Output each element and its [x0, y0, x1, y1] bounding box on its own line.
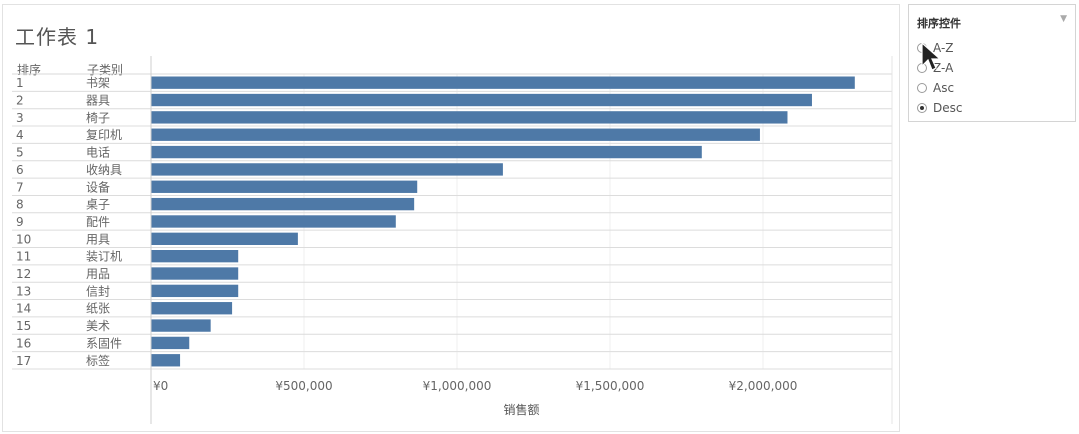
rank-label: 3 — [16, 111, 24, 125]
bar — [151, 232, 298, 245]
category-label: 用品 — [86, 267, 110, 281]
rank-label: 7 — [16, 180, 24, 194]
bar — [151, 93, 812, 107]
category-label: 书架 — [86, 76, 110, 90]
rank-label: 16 — [16, 336, 31, 350]
rank-label: 9 — [16, 215, 24, 229]
x-tick-label: ¥0 — [153, 379, 168, 393]
rank-label: 5 — [16, 146, 24, 160]
bar — [151, 354, 181, 367]
category-label: 电话 — [86, 146, 110, 160]
rank-label: 11 — [16, 250, 31, 264]
category-label: 桌子 — [86, 198, 110, 212]
category-label: 配件 — [86, 215, 110, 229]
sort-control-panel: 排序控件 ▼ A-Z Z-A Asc Desc — [908, 4, 1076, 122]
bar — [151, 128, 760, 141]
x-tick-label: ¥500,000 — [275, 379, 332, 393]
rank-label: 14 — [16, 302, 31, 316]
rank-label: 6 — [16, 163, 24, 177]
bar — [151, 163, 503, 176]
rank-label: 8 — [16, 198, 24, 212]
bar — [151, 180, 418, 193]
rank-label: 17 — [16, 354, 31, 368]
sort-option-label: A-Z — [933, 41, 954, 55]
bar — [151, 284, 239, 298]
category-label: 收纳具 — [86, 163, 122, 177]
category-label: 美术 — [86, 319, 110, 333]
bar — [151, 145, 702, 159]
category-label: 系固件 — [86, 336, 122, 350]
bar-chart: 1 书架 2 器具 3 椅子 4 复印机 5 电话 6 收纳具 7 设备 8 桌子 9 配件 10 用具 11 装订机 12… — [12, 56, 893, 424]
bar — [151, 111, 788, 124]
category-label: 器具 — [86, 94, 110, 108]
category-label: 标签 — [86, 353, 110, 368]
x-tick-label: ¥2,000,000 — [729, 379, 798, 393]
sort-option-label: Z-A — [933, 61, 954, 75]
sort-option-asc[interactable]: Asc — [917, 79, 954, 97]
bar — [151, 319, 211, 332]
rank-label: 15 — [16, 319, 31, 333]
bar — [151, 215, 396, 228]
bar — [151, 336, 190, 350]
x-tick-label: ¥1,000,000 — [423, 379, 492, 393]
rank-label: 13 — [16, 284, 31, 298]
bar — [151, 302, 233, 315]
rank-label: 2 — [16, 94, 24, 108]
sort-option-desc[interactable]: Desc — [917, 99, 962, 117]
category-label: 信封 — [86, 284, 110, 298]
sheet-title: 工作表 1 — [15, 25, 100, 49]
rank-label: 10 — [16, 232, 31, 246]
rank-label: 1 — [16, 76, 24, 90]
rank-label: 4 — [16, 128, 24, 142]
sort-option-label: Asc — [933, 81, 955, 95]
bar — [151, 250, 239, 263]
category-label: 设备 — [86, 180, 110, 194]
x-axis-title: 销售额 — [503, 402, 539, 417]
dropdown-caret-icon[interactable]: ▼ — [1060, 14, 1067, 24]
category-label: 椅子 — [86, 111, 110, 125]
category-label: 用具 — [86, 232, 110, 246]
radio-icon[interactable] — [917, 83, 927, 93]
radio-checked-icon[interactable] — [917, 103, 927, 113]
x-tick-label: ¥1,500,000 — [576, 379, 645, 393]
sort-control-title: 排序控件 — [917, 17, 961, 30]
bar — [151, 76, 855, 89]
rank-label: 12 — [16, 267, 31, 281]
mouse-cursor-icon — [921, 42, 942, 71]
category-label: 装订机 — [86, 250, 122, 264]
bar — [151, 267, 239, 280]
sort-option-label: Desc — [933, 101, 963, 115]
category-label: 复印机 — [86, 128, 122, 142]
category-label: 纸张 — [86, 302, 110, 316]
bar — [151, 197, 415, 211]
